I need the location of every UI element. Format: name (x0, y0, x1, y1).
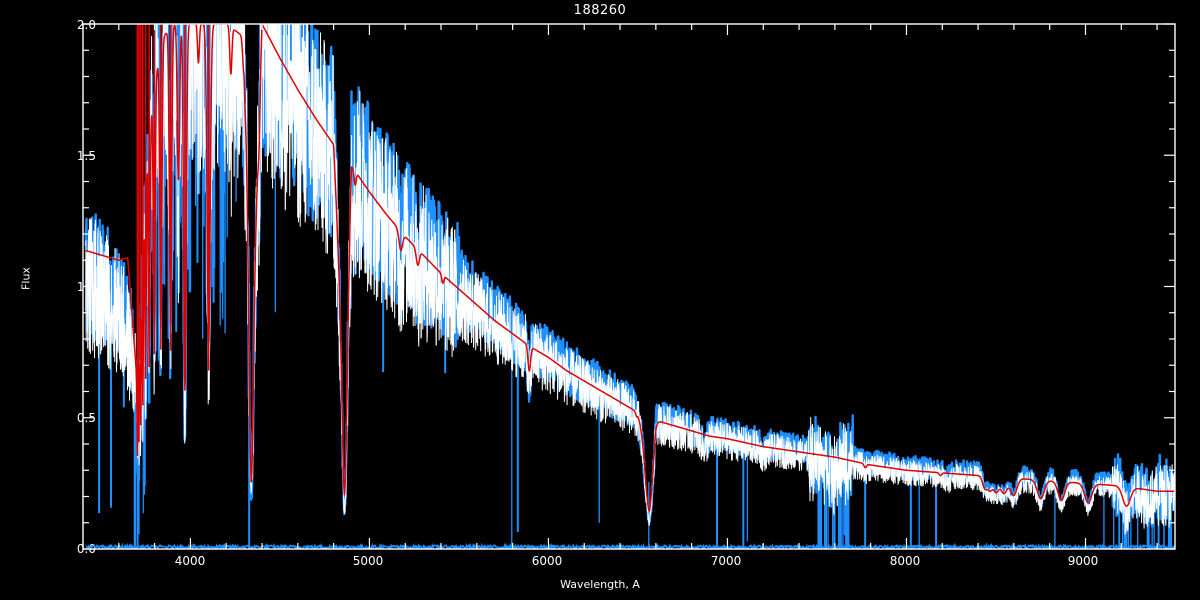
x-tick-label: 7000 (710, 554, 742, 568)
y-tick-label: 2.0 (76, 18, 96, 32)
y-tick-label: 1.5 (76, 149, 96, 163)
x-axis-label: Wavelength, A (560, 578, 640, 591)
x-tick-label: 6000 (531, 554, 563, 568)
axis-frame-layer (82, 23, 1176, 550)
x-tick-label: 9000 (1067, 554, 1099, 568)
x-tick-label: 4000 (174, 554, 206, 568)
x-tick-label: 8000 (889, 554, 921, 568)
x-tick-label: 5000 (352, 554, 384, 568)
series-layer (84, 24, 1175, 549)
page-title: 188260 (573, 3, 627, 18)
